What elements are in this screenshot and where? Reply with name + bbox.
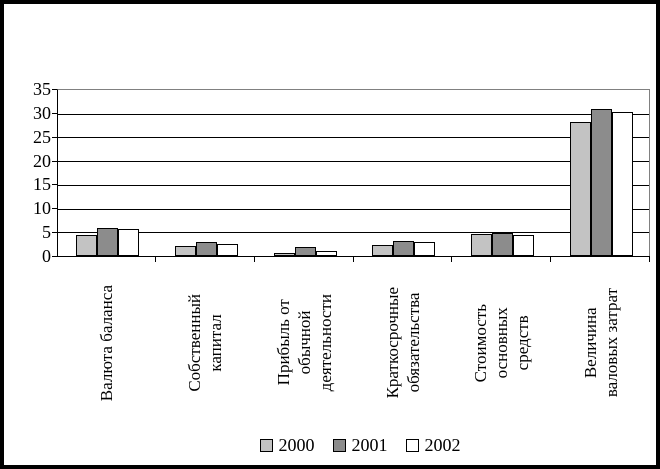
legend-swatch-2000 [259,438,273,452]
x-axis-tick [254,256,255,262]
bar-2000-category-3 [274,253,295,256]
bar-2002-category-3 [316,251,337,256]
category-label-5: Стоимость основных средств [452,262,551,424]
x-axis-tick [353,256,354,262]
x-axis-tick [155,256,156,262]
bar-2000-category-2 [175,246,196,256]
bar-2000-category-1 [76,235,97,256]
category-label-2: Собственный капитал [156,262,255,424]
y-axis-tick [52,161,57,162]
y-axis-label-10: 10 [33,198,51,218]
category-label-3: Прибыль от обычной деятельности [255,262,354,424]
x-axis-tick [649,256,650,262]
y-axis-tick [52,113,57,114]
bar-2001-category-2 [196,242,217,256]
bar-2000-category-6 [570,122,591,256]
x-axis-tick [550,256,551,262]
y-axis-tick [52,232,57,233]
y-axis-label-0: 0 [42,246,51,266]
legend-swatch-2002 [405,438,419,452]
legend-swatch-2001 [332,438,346,452]
y-axis-label-35: 35 [33,79,51,99]
legend-item-2000: 2000 [259,435,315,455]
bar-2001-category-6 [591,109,612,256]
gridline-5 [58,232,649,233]
legend-label: 2000 [278,435,315,455]
x-axis-tick [451,256,452,262]
category-label-text: Краткосрочные обязательства [382,287,423,399]
gridline-15 [58,185,649,186]
bar-2001-category-4 [393,241,414,256]
bar-2000-category-5 [471,234,492,256]
gridline-20 [58,161,649,162]
y-axis-label-20: 20 [33,151,51,171]
y-axis-tick [52,208,57,209]
x-axis-category-labels: Валюта баланса Собственный капитал Прибыль … [57,262,650,424]
y-axis-tick [52,256,57,257]
legend-item-2002: 2002 [405,435,461,455]
gridline-10 [58,209,649,210]
plot-area [57,89,650,257]
bar-2001-category-1 [97,228,118,256]
y-axis-tick [52,137,57,138]
bar-2002-category-4 [414,242,435,256]
y-axis-label-30: 30 [33,103,51,123]
bar-2002-category-6 [612,112,633,256]
bar-2002-category-1 [118,229,139,256]
legend: 2000 2001 2002 [4,435,656,455]
bar-2002-category-2 [217,244,238,256]
y-axis-tick [52,89,57,90]
gridline-25 [58,137,649,138]
category-label-text: Величина валовых затрат [580,288,621,398]
legend-label: 2001 [351,435,388,455]
y-axis-tick [52,184,57,185]
bar-2001-category-5 [492,233,513,256]
legend-item-2001: 2001 [332,435,388,455]
category-label-text: Прибыль от обычной деятельности [273,294,335,392]
y-axis-label-25: 25 [33,127,51,147]
bar-2002-category-5 [513,235,534,256]
bar-2000-category-4 [372,245,393,256]
category-label-text: Стоимость основных средств [471,303,533,383]
category-label-text: Собственный капитал [185,294,226,392]
gridline-30 [58,114,649,115]
category-label-4: Краткосрочные обязательства [353,262,452,424]
category-label-1: Валюта баланса [57,262,156,424]
bar-2001-category-3 [295,247,316,256]
category-label-text: Валюта баланса [96,284,116,402]
y-axis-label-5: 5 [42,222,51,242]
category-label-6: Величина валовых затрат [551,262,650,424]
legend-label: 2002 [424,435,461,455]
y-axis-label-15: 15 [33,174,51,194]
